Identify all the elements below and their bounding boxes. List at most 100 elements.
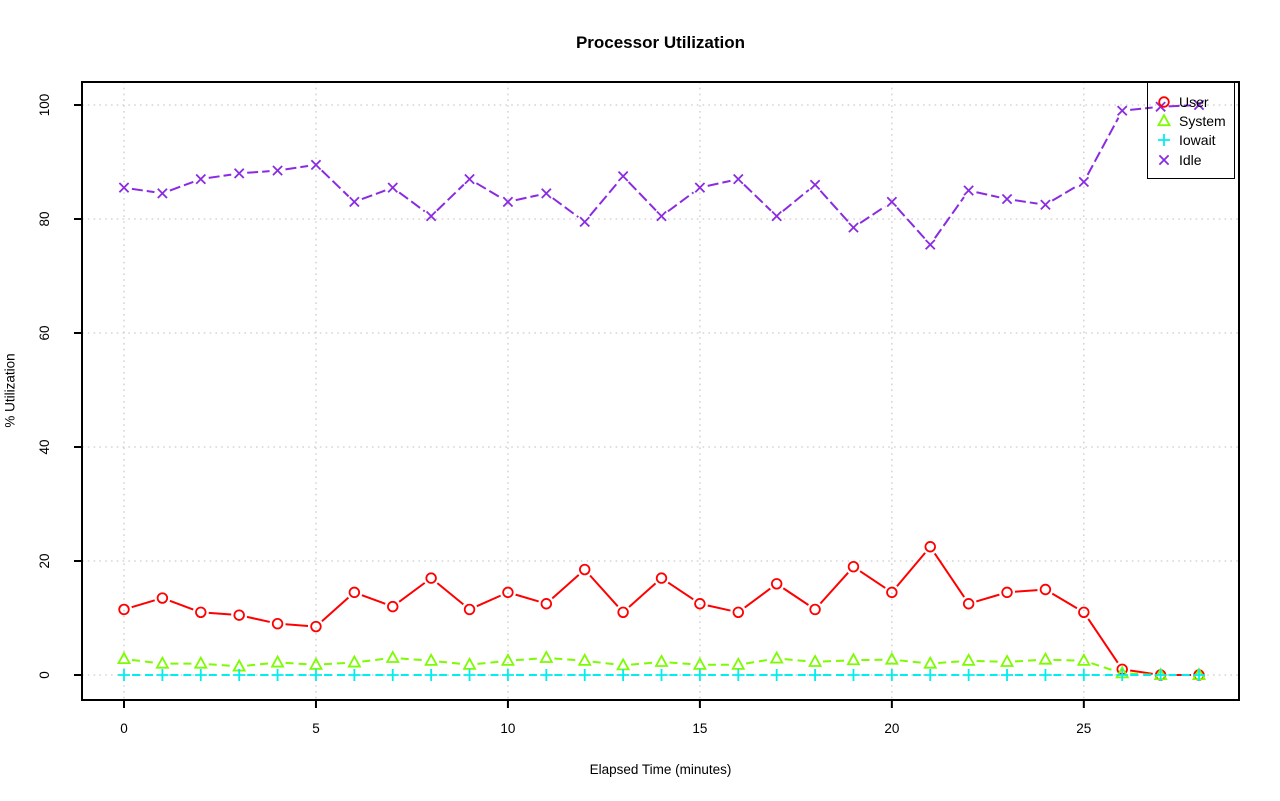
legend-label: Idle — [1179, 151, 1202, 168]
series-segment — [589, 574, 619, 608]
data-point-x — [233, 168, 245, 179]
series-segment — [630, 661, 654, 666]
data-point-triangle — [1000, 654, 1015, 667]
series-segment — [208, 663, 232, 667]
series-segment — [1129, 669, 1153, 675]
series-segment — [285, 661, 309, 666]
series-idle — [118, 99, 1205, 250]
series-segment — [707, 179, 731, 187]
series-segment — [933, 552, 966, 598]
series-segment — [321, 596, 350, 622]
data-point-plus — [1116, 669, 1129, 681]
series-segment — [744, 587, 771, 609]
series-segment — [321, 169, 350, 198]
series-segment — [707, 604, 731, 612]
series-segment — [859, 205, 886, 224]
data-point-plus — [309, 669, 322, 681]
data-point-triangle — [308, 656, 323, 670]
series-segment — [667, 191, 695, 213]
data-point-circle — [1001, 586, 1013, 599]
data-point-circle — [694, 598, 706, 610]
data-point-circle — [310, 620, 322, 633]
data-point-circle — [195, 606, 207, 619]
legend-item-iowait: Iowait — [1153, 131, 1234, 150]
data-point-x — [310, 159, 322, 171]
data-point-plus — [809, 669, 822, 681]
series-segment — [592, 660, 616, 666]
series-segment — [246, 615, 270, 623]
series-segment — [976, 593, 1000, 603]
series-segment — [1014, 199, 1038, 205]
data-point-plus — [156, 669, 169, 681]
data-point-x — [694, 182, 706, 193]
x-tick-label: 0 — [120, 721, 128, 736]
data-point-circle — [732, 606, 744, 619]
data-point-x — [1155, 101, 1166, 112]
series-segment — [551, 574, 580, 600]
series-segment — [169, 180, 194, 192]
data-point-triangle — [923, 655, 938, 669]
series-segment — [667, 581, 694, 601]
series-segment — [896, 552, 926, 587]
series-segment — [169, 599, 194, 611]
y-tick-label: 60 — [37, 325, 52, 340]
gridlines — [82, 82, 1239, 700]
legend-item-user: User — [1153, 92, 1234, 111]
data-point-circle — [886, 586, 898, 599]
data-point-triangle — [616, 657, 631, 671]
series-segment — [323, 661, 347, 666]
data-point-circle — [463, 603, 476, 616]
series-segment — [782, 587, 809, 606]
y-tick-label: 100 — [37, 94, 52, 117]
data-point-x — [1193, 99, 1205, 111]
series-segment — [1014, 659, 1038, 663]
data-point-x — [464, 173, 475, 185]
data-point-x — [579, 216, 590, 228]
data-point-circle — [118, 603, 130, 616]
data-point-triangle — [692, 656, 707, 670]
y-axis-label: % Utilization — [2, 353, 18, 428]
series-segment — [247, 170, 270, 174]
data-point-x — [387, 182, 398, 193]
series-segment — [896, 207, 926, 240]
data-point-x — [425, 210, 437, 222]
legend: User System Iowait Idle — [1147, 81, 1235, 179]
series-segment — [515, 593, 539, 603]
data-point-triangle — [884, 651, 899, 665]
data-point-x — [502, 196, 514, 208]
data-point-triangle — [462, 656, 477, 670]
series-segment — [819, 190, 849, 223]
data-point-plus — [271, 669, 284, 681]
data-point-plus — [1154, 669, 1167, 681]
data-point-x — [771, 210, 782, 222]
series-segment — [669, 661, 692, 666]
data-point-triangle — [731, 656, 746, 670]
data-point-x — [1040, 199, 1051, 210]
series-segment — [743, 183, 772, 212]
series-segment — [1168, 104, 1192, 108]
data-point-triangle — [193, 655, 208, 669]
data-point-x — [349, 196, 360, 208]
series-segment — [247, 662, 270, 667]
data-point-plus — [617, 669, 630, 681]
legend-item-system: System — [1153, 111, 1234, 130]
data-point-x — [963, 185, 974, 196]
x-tick-label: 20 — [884, 721, 899, 736]
series-segment — [1051, 592, 1078, 610]
data-point-triangle — [385, 650, 400, 663]
data-point-circle — [348, 586, 361, 599]
series-segment — [938, 660, 961, 665]
data-point-plus — [770, 669, 783, 681]
series-segment — [552, 197, 579, 218]
data-point-triangle — [577, 652, 592, 666]
data-point-plus — [348, 669, 361, 681]
data-point-plus — [1193, 669, 1205, 681]
x-axis-label: Elapsed Time (minutes) — [589, 762, 732, 777]
y-tick-label: 20 — [37, 553, 52, 568]
series-segment — [899, 659, 923, 664]
data-point-plus — [1001, 669, 1014, 681]
data-point-plus — [962, 669, 975, 681]
data-point-plus — [501, 669, 514, 681]
series-segment — [436, 582, 464, 606]
